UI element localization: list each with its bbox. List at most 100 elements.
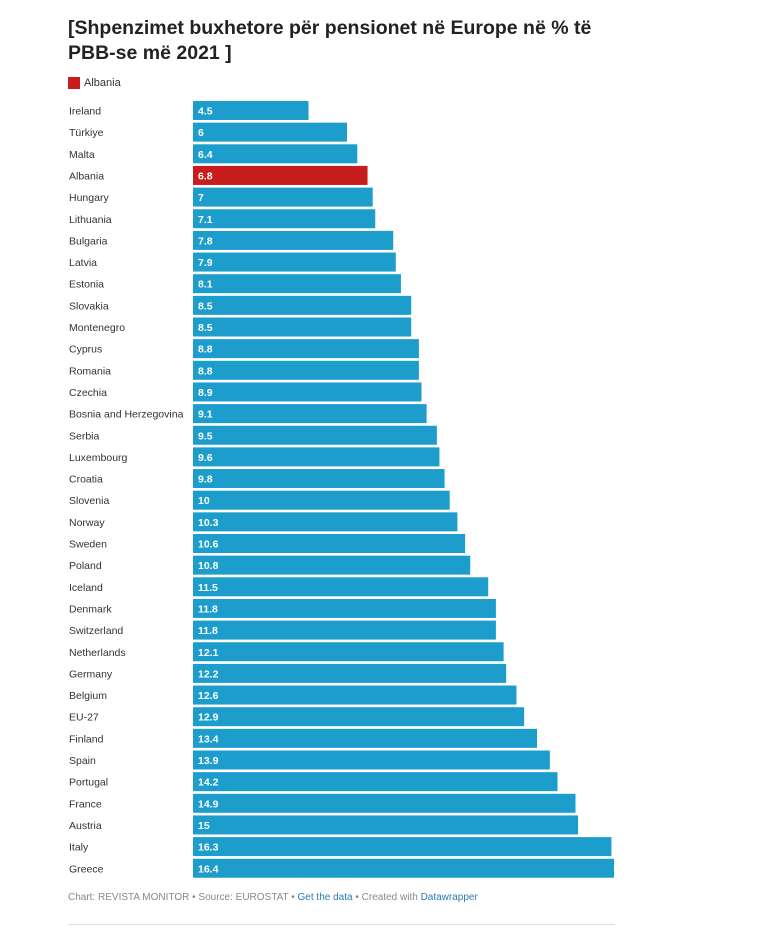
bar-t-rkiye: [193, 122, 348, 142]
category-label-austria: Austria: [69, 820, 102, 832]
category-label-montenegro: Montenegro: [69, 322, 125, 334]
value-label-norway: 10.3: [198, 517, 219, 529]
value-label-hungary: 7: [198, 192, 204, 204]
category-label-cyprus: Cyprus: [69, 344, 102, 356]
legend: Albania: [68, 77, 121, 89]
bar-malta: [193, 144, 358, 164]
bar-serbia: [193, 425, 437, 445]
chart-footer: Chart: REVISTA MONITOR • Source: EUROSTA…: [68, 892, 478, 903]
bar-croatia: [193, 469, 445, 489]
value-label-slovakia: 8.5: [198, 300, 213, 312]
bar-belgium: [193, 685, 517, 705]
category-label-portugal: Portugal: [69, 777, 108, 789]
value-label-luxembourg: 9.6: [198, 452, 213, 464]
bar-luxembourg: [193, 447, 440, 467]
legend-swatch-albania: [68, 77, 80, 89]
bar-bulgaria: [193, 230, 394, 250]
category-label-germany: Germany: [69, 668, 113, 680]
value-label-austria: 15: [198, 820, 210, 832]
category-label-luxembourg: Luxembourg: [69, 452, 128, 464]
footer-separator: •: [355, 892, 359, 903]
footer-divider: [68, 924, 615, 925]
category-label-italy: Italy: [69, 842, 89, 854]
value-label-sweden: 10.6: [198, 539, 219, 551]
value-label-serbia: 9.5: [198, 430, 213, 442]
bar-italy: [193, 837, 612, 857]
bar-iceland: [193, 577, 489, 597]
footer-separator: •: [291, 892, 295, 903]
category-label-netherlands: Netherlands: [69, 647, 126, 659]
value-label-bosnia-and-herzegovina: 9.1: [198, 409, 213, 421]
bar-montenegro: [193, 317, 412, 337]
bar-norway: [193, 512, 458, 532]
value-label-cyprus: 8.8: [198, 344, 213, 356]
value-label-estonia: 8.1: [198, 279, 213, 291]
category-label-norway: Norway: [69, 517, 105, 529]
bar-germany: [193, 663, 507, 683]
value-label-netherlands: 12.1: [198, 647, 219, 659]
value-label-spain: 13.9: [198, 755, 219, 767]
bar-albania: [193, 165, 368, 185]
value-label-lithuania: 7.1: [198, 214, 213, 226]
bar-slovenia: [193, 490, 450, 510]
value-label-czechia: 8.9: [198, 387, 213, 399]
category-label-sweden: Sweden: [69, 539, 107, 551]
value-label-croatia: 9.8: [198, 474, 213, 486]
bar-france: [193, 793, 576, 813]
value-label-malta: 6.4: [198, 149, 213, 161]
value-label-albania: 6.8: [198, 170, 213, 182]
value-label-switzerland: 11.8: [198, 625, 218, 637]
value-label-italy: 16.3: [198, 842, 219, 854]
bar-portugal: [193, 772, 558, 792]
get-data-link[interactable]: Get the data: [297, 892, 353, 903]
value-label-germany: 12.2: [198, 668, 219, 680]
category-label-malta: Malta: [69, 149, 95, 161]
value-label-finland: 13.4: [198, 733, 219, 745]
bar-greece: [193, 858, 614, 878]
category-label-albania: Albania: [69, 170, 104, 182]
bar-romania: [193, 360, 419, 380]
bar-finland: [193, 728, 537, 748]
value-label-poland: 10.8: [198, 560, 219, 572]
bar-czechia: [193, 382, 422, 402]
category-label-slovakia: Slovakia: [69, 300, 109, 312]
value-label-romania: 8.8: [198, 365, 213, 377]
value-label-portugal: 14.2: [198, 777, 219, 789]
value-label-montenegro: 8.5: [198, 322, 213, 334]
bar-netherlands: [193, 642, 504, 662]
category-label-t-rkiye: Türkiye: [69, 127, 104, 139]
bar-slovakia: [193, 295, 412, 315]
legend-label-albania: Albania: [84, 77, 121, 89]
category-label-france: France: [69, 798, 102, 810]
value-label-slovenia: 10: [198, 495, 210, 507]
category-label-latvia: Latvia: [69, 257, 97, 269]
bar-switzerland: [193, 620, 496, 640]
value-label-greece: 16.4: [198, 863, 219, 875]
bar-eu-27: [193, 707, 525, 727]
category-label-denmark: Denmark: [69, 603, 112, 615]
category-label-serbia: Serbia: [69, 430, 100, 442]
value-label-france: 14.9: [198, 798, 219, 810]
category-label-greece: Greece: [69, 863, 104, 875]
bar-ireland: [193, 101, 309, 120]
category-label-romania: Romania: [69, 365, 111, 377]
bar-lithuania: [193, 209, 376, 229]
bar-cyprus: [193, 339, 419, 359]
value-label-iceland: 11.5: [198, 582, 218, 594]
category-label-switzerland: Switzerland: [69, 625, 123, 637]
bar-estonia: [193, 274, 401, 294]
bar-austria: [193, 815, 579, 835]
bar-chart: Ireland 4.5 Türkiye 6 Malta 6.4 Albania 6.8 Hung…: [69, 101, 614, 878]
value-label-latvia: 7.9: [198, 257, 213, 269]
category-label-ireland: Ireland: [69, 106, 101, 118]
category-label-belgium: Belgium: [69, 690, 107, 702]
datawrapper-link[interactable]: Datawrapper: [420, 892, 478, 903]
bar-poland: [193, 555, 471, 575]
category-label-iceland: Iceland: [69, 582, 103, 594]
chart-title: [Shpenzimet buxhetore për pensionet në E…: [68, 17, 592, 64]
category-label-croatia: Croatia: [69, 474, 103, 486]
category-label-bosnia-and-herzegovina: Bosnia and Herzegovina: [69, 409, 184, 421]
category-label-spain: Spain: [69, 755, 96, 767]
category-label-lithuania: Lithuania: [69, 214, 112, 226]
value-label-bulgaria: 7.8: [198, 235, 213, 247]
